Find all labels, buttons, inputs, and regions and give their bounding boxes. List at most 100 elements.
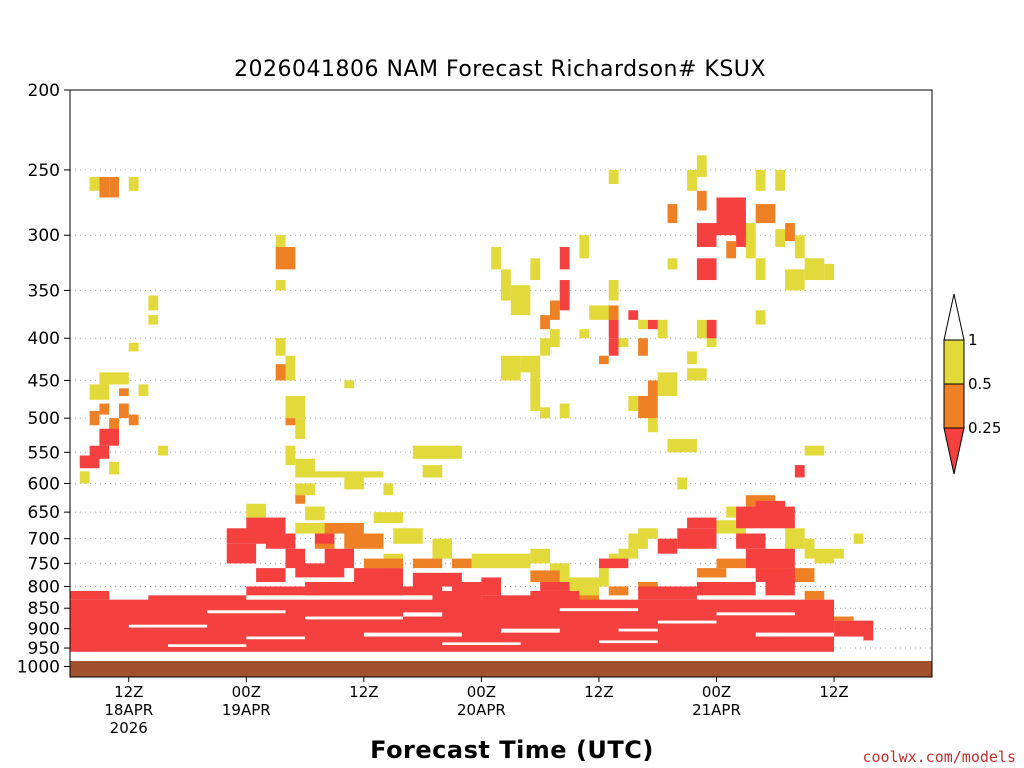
yellow-cell-93: [853, 533, 864, 544]
x-tick-label-12-2: 2026: [110, 719, 148, 737]
yellow-cell-20: [305, 471, 384, 478]
yellow-cell-78: [755, 169, 766, 191]
yellow-cell-92: [834, 548, 844, 559]
yellow-cell-50: [608, 280, 619, 301]
white-gaps-cell-5: [559, 608, 639, 612]
orange-cell-7: [128, 414, 139, 426]
y-tick-label-250: 250: [28, 161, 60, 181]
yellow-cell-3: [138, 384, 149, 397]
y-tick-label-350: 350: [28, 281, 60, 301]
orange-cell-1: [109, 177, 119, 198]
red-cell-37: [765, 581, 795, 596]
yellow-cell-19: [295, 483, 315, 496]
yellow-cell-82: [775, 229, 786, 247]
yellow-cell-11: [275, 235, 286, 247]
yellow-cell-58: [687, 169, 697, 191]
legend-label-2: 0.25: [968, 419, 1001, 437]
white-gaps-cell-1: [305, 616, 404, 620]
yellow-cell-24: [412, 445, 462, 459]
red-cell-29: [481, 577, 501, 587]
yellow-cell-79: [775, 169, 786, 191]
orange-cell-9: [275, 246, 296, 270]
x-tick-label-48-0: 00Z: [467, 683, 496, 701]
x-tick-label-72-1: 21APR: [692, 701, 741, 719]
red-cell-2: [608, 319, 619, 339]
y-tick-label-600: 600: [28, 474, 60, 494]
white-gaps-cell-0: [207, 610, 286, 614]
yellow-cell-9: [109, 461, 119, 475]
yellow-cell-15: [285, 396, 306, 419]
red-cell-49: [638, 586, 697, 600]
orange-cell-26: [324, 522, 364, 534]
credit-text: coolwx.com/models: [862, 748, 1016, 766]
yellow-cell-90: [804, 538, 815, 559]
red-cell-23: [295, 563, 345, 578]
yellow-cell-26: [246, 503, 266, 518]
yellow-cell-35: [501, 269, 511, 301]
red-cell-10: [736, 210, 746, 247]
white-gaps-cell-7: [716, 612, 795, 616]
yellow-cell-38: [501, 355, 521, 381]
white-gaps-cell-2: [128, 624, 208, 628]
yellow-cell-12: [275, 280, 286, 291]
x-tick-label-60-0: 12Z: [584, 683, 613, 701]
yellow-cell-62: [687, 368, 707, 381]
x-tick-label-84-0: 12Z: [819, 683, 848, 701]
yellow-cell-45: [559, 403, 570, 419]
red-cell-50: [696, 581, 756, 596]
y-tick-label-550: 550: [28, 443, 60, 463]
yellow-cell-84: [785, 269, 805, 291]
orange-cell-23: [755, 204, 776, 224]
red-cell-35: [745, 548, 795, 569]
red-cell-14: [99, 428, 119, 446]
red-cell-8: [696, 258, 717, 281]
orange-cell-2: [89, 410, 100, 426]
yellow-cell-55: [657, 372, 678, 397]
red-cell-21: [324, 548, 355, 569]
yellow-cell-4: [99, 372, 129, 385]
red-cell-40: [540, 581, 570, 591]
yellow-cell-56: [647, 418, 658, 433]
orange-cell-13: [549, 300, 560, 320]
red-cell-33: [755, 500, 786, 513]
red-cell-6: [696, 223, 717, 247]
x-tick-label-48-1: 20APR: [457, 701, 506, 719]
red-cell-9: [706, 319, 717, 339]
yellow-cell-53: [628, 396, 639, 411]
orange-cell-12: [295, 495, 306, 504]
yellow-cell-81: [755, 258, 766, 281]
white-gaps-cell-11: [246, 636, 306, 640]
y-tick-label-700: 700: [28, 530, 60, 550]
orange-cell-17: [598, 355, 609, 365]
red-cell-3: [628, 310, 639, 320]
orange-cell-21: [696, 190, 707, 211]
yellow-cell-41: [530, 372, 541, 411]
yellow-cell-52: [638, 319, 648, 330]
legend-label-1: 0.5: [968, 375, 992, 393]
yellow-cell-49: [608, 169, 619, 184]
yellow-cell-0: [128, 177, 139, 191]
ground-layer: [70, 661, 932, 677]
red-cell-47: [246, 586, 443, 596]
yellow-cell-74: [638, 528, 658, 539]
red-cell-48: [481, 595, 580, 609]
y-tick-label-750: 750: [28, 554, 60, 574]
orange-cell-30: [412, 558, 443, 569]
red-cell-17: [226, 543, 257, 564]
legend-arrow-top: [943, 293, 965, 341]
yellow-cell-89: [785, 528, 805, 549]
orange-cell-10: [275, 364, 286, 381]
yellow-cell-21: [344, 477, 364, 490]
white-gaps-cell-4: [501, 628, 560, 633]
orange-cell-29: [363, 558, 404, 569]
orange-cell-6: [118, 388, 129, 397]
yellow-cell-39: [540, 338, 550, 356]
legend-label-0: 1: [968, 331, 978, 349]
orange-cell-0: [99, 177, 110, 198]
legend-box-1: [943, 383, 965, 429]
orange-cell-16: [608, 305, 619, 320]
yellow-cell-22: [383, 483, 394, 496]
yellow-cell-57: [667, 258, 678, 270]
yellow-cell-25: [422, 465, 443, 478]
